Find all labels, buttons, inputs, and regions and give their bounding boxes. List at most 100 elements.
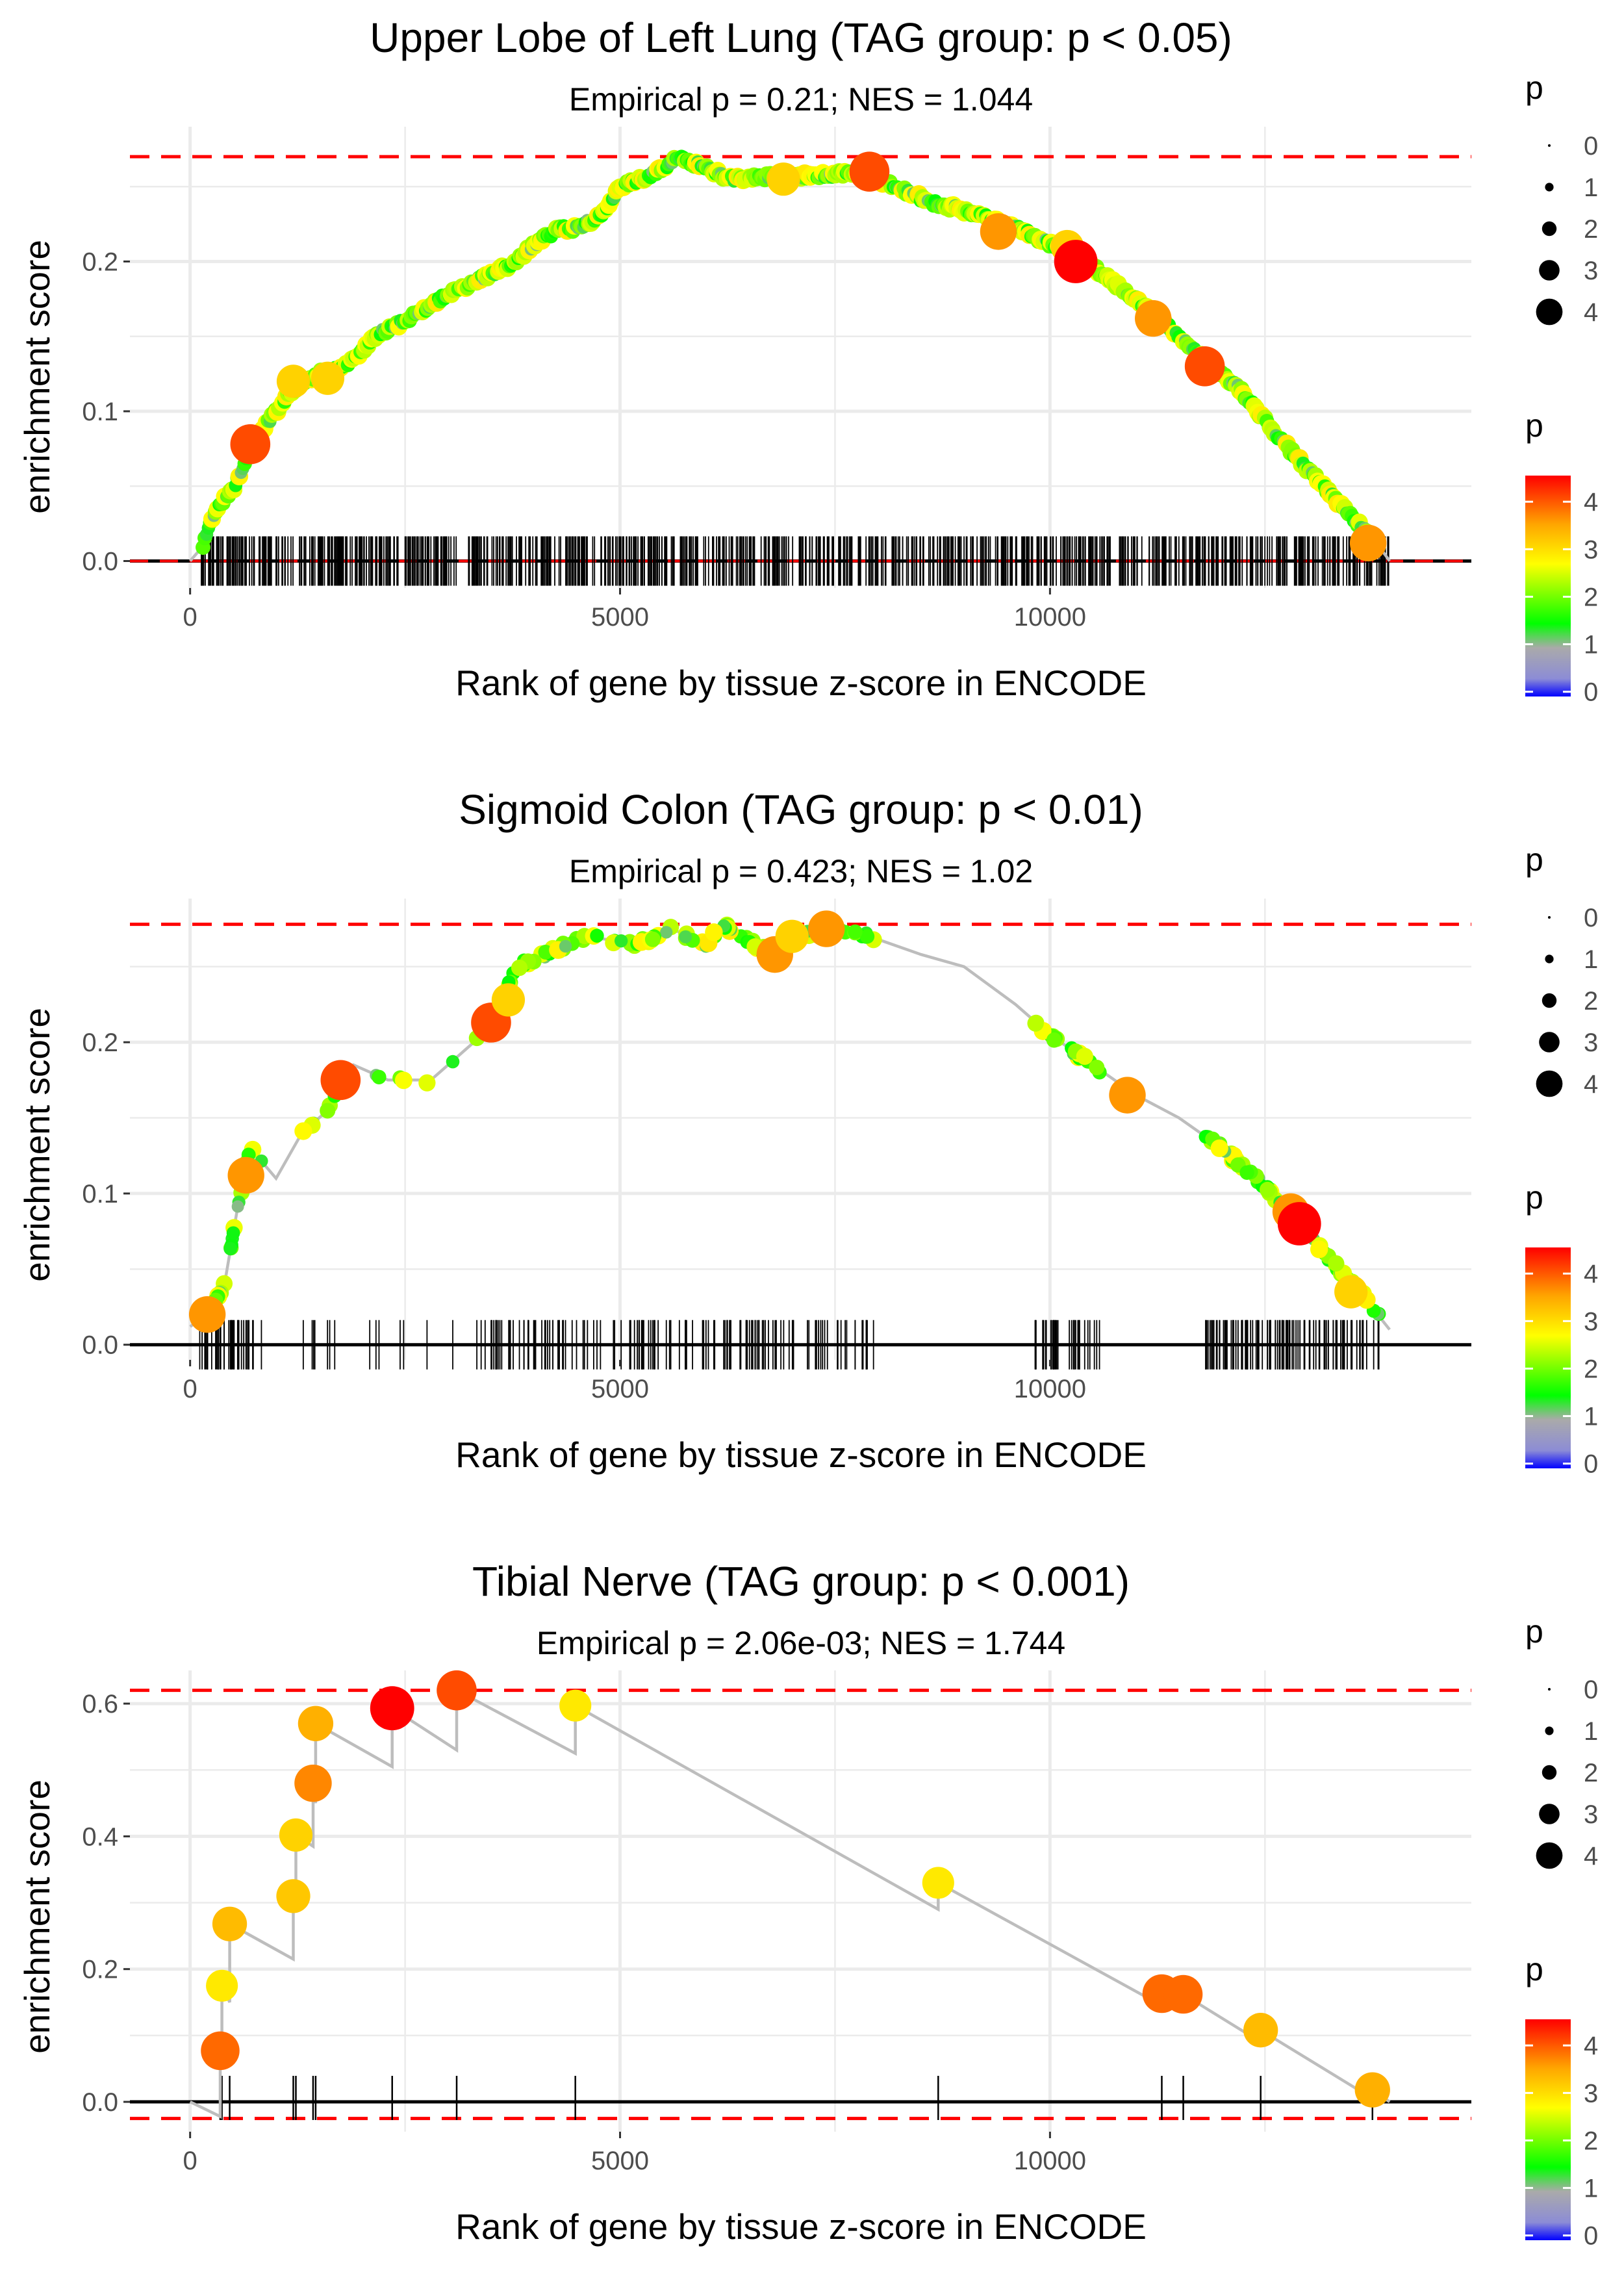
gene-point: [614, 934, 628, 948]
size-legend-2: p 0 1 2 3 4: [1525, 841, 1598, 1099]
color-legend-3: p 0 1 2 3 4: [1525, 1951, 1598, 2251]
highlight-point: [294, 1764, 332, 1802]
color-legend-label: 0: [1584, 2222, 1598, 2251]
size-legend-key: [1545, 183, 1554, 192]
color-legend-label: 4: [1584, 488, 1598, 517]
size-legend-key: [1548, 916, 1551, 919]
color-legend-title: p: [1525, 1951, 1543, 1987]
size-legend-key: [1548, 1688, 1551, 1691]
gene-point: [660, 926, 673, 939]
x-tick-label: 5000: [591, 1375, 649, 1403]
gene-point: [1076, 1047, 1093, 1065]
color-legend-label: 1: [1584, 1403, 1598, 1431]
size-legend-key: [1542, 993, 1557, 1008]
panel-1-title: Upper Lobe of Left Lung (TAG group: p < …: [370, 14, 1232, 61]
size-legend-label: 0: [1584, 1676, 1598, 1704]
size-legend-key: [1539, 1032, 1560, 1053]
highlight-point: [206, 1969, 238, 2002]
y-tick-label: 0.6: [82, 1690, 118, 1718]
x-tick-label: 10000: [1014, 603, 1086, 632]
highlight-point: [311, 361, 345, 395]
panel-2-y-label: enrichment score: [17, 1008, 57, 1282]
size-legend-label: 4: [1584, 298, 1598, 327]
color-legend-label: 0: [1584, 678, 1598, 707]
size-legend-label: 4: [1584, 1070, 1598, 1099]
size-legend-title: p: [1525, 70, 1543, 106]
panel-1-hlines: [130, 155, 1471, 563]
size-legend-label: 3: [1584, 1800, 1598, 1829]
panel-2-grid: [130, 899, 1471, 1360]
size-legend-key: [1536, 298, 1563, 326]
panel-3-gene-ticks: [219, 2076, 1374, 2121]
size-legend-label: 2: [1584, 987, 1598, 1016]
x-tick-label: 0: [183, 1375, 197, 1403]
y-tick-label: 0.2: [82, 248, 118, 276]
y-tick-label: 0.1: [82, 398, 118, 426]
size-legend-key: [1542, 1765, 1557, 1780]
highlight-point: [1109, 1077, 1146, 1114]
gene-point: [559, 939, 572, 953]
x-tick-label: 5000: [591, 603, 649, 632]
highlight-point: [188, 1296, 226, 1333]
highlight-point: [276, 1879, 311, 1913]
size-legend-label: 2: [1584, 1759, 1598, 1787]
highlight-point: [212, 1906, 247, 1941]
size-legend-3: p 0 1 2 3 4: [1525, 1613, 1598, 1871]
panel-1-axes: 0.0 0.1 0.2 0 5000 10000: [82, 248, 1086, 632]
highlight-point: [808, 910, 845, 947]
gene-point: [1328, 1255, 1345, 1271]
size-legend-label: 4: [1584, 1842, 1598, 1871]
highlight-point: [1349, 524, 1387, 562]
gene-point: [644, 931, 661, 947]
highlight-point: [1054, 240, 1098, 283]
size-legend-key: [1536, 1070, 1563, 1097]
size-legend-key: [1548, 144, 1551, 147]
size-legend-key: [1539, 260, 1560, 281]
panel-1-grid: [130, 127, 1471, 588]
size-legend-key: [1542, 221, 1557, 236]
size-legend-label: 2: [1584, 215, 1598, 244]
color-legend-title: p: [1525, 1179, 1543, 1216]
panel-2-subtitle: Empirical p = 0.423; NES = 1.02: [569, 853, 1033, 889]
highlight-point: [922, 1867, 954, 1899]
gene-point: [705, 923, 723, 941]
color-legend-label: 1: [1584, 2175, 1598, 2203]
size-legend-label: 1: [1584, 945, 1598, 974]
gene-point: [418, 1074, 436, 1092]
panel-3-x-label: Rank of gene by tissue z-score in ENCODE: [455, 2206, 1147, 2247]
size-legend-key: [1545, 1726, 1554, 1735]
gene-point: [1259, 1181, 1276, 1198]
color-legend-label: 0: [1584, 1450, 1598, 1479]
color-legend-label: 3: [1584, 1307, 1598, 1336]
color-legend-label: 2: [1584, 2127, 1598, 2155]
size-legend-key: [1536, 1842, 1563, 1869]
gene-point: [231, 1200, 244, 1213]
gene-point: [1027, 1015, 1044, 1032]
size-legend-label: 3: [1584, 257, 1598, 285]
color-legend-1: p 0 1 2 3 4: [1525, 407, 1598, 707]
panel-3-subtitle: Empirical p = 2.06e-03; NES = 1.744: [537, 1625, 1065, 1661]
panel-2-title: Sigmoid Colon (TAG group: p < 0.01): [459, 786, 1143, 833]
color-legend-label: 3: [1584, 535, 1598, 564]
color-legend-label: 2: [1584, 1355, 1598, 1383]
gene-point: [372, 1069, 387, 1084]
size-legend-title: p: [1525, 841, 1543, 878]
size-legend-label: 1: [1584, 173, 1598, 202]
highlight-point: [1334, 1275, 1368, 1309]
gene-point: [226, 1226, 240, 1240]
size-legend-label: 1: [1584, 1717, 1598, 1746]
y-tick-label: 0.2: [82, 1956, 118, 1984]
color-legend-label: 1: [1584, 631, 1598, 659]
highlight-point: [227, 1156, 264, 1194]
gene-point: [1089, 1060, 1105, 1076]
panel-3-points: [201, 1670, 1390, 2108]
panel-2: Sigmoid Colon (TAG group: p < 0.01) Empi…: [17, 786, 1471, 1475]
highlight-point: [230, 424, 271, 465]
panel-1-x-label: Rank of gene by tissue z-score in ENCODE: [455, 663, 1147, 703]
highlight-point: [1354, 2072, 1390, 2108]
gene-point: [223, 1242, 237, 1256]
gene-point: [446, 1054, 460, 1069]
highlight-point: [279, 1818, 313, 1852]
highlight-point: [276, 364, 311, 398]
color-legend-2: p 0 1 2 3 4: [1525, 1179, 1598, 1479]
